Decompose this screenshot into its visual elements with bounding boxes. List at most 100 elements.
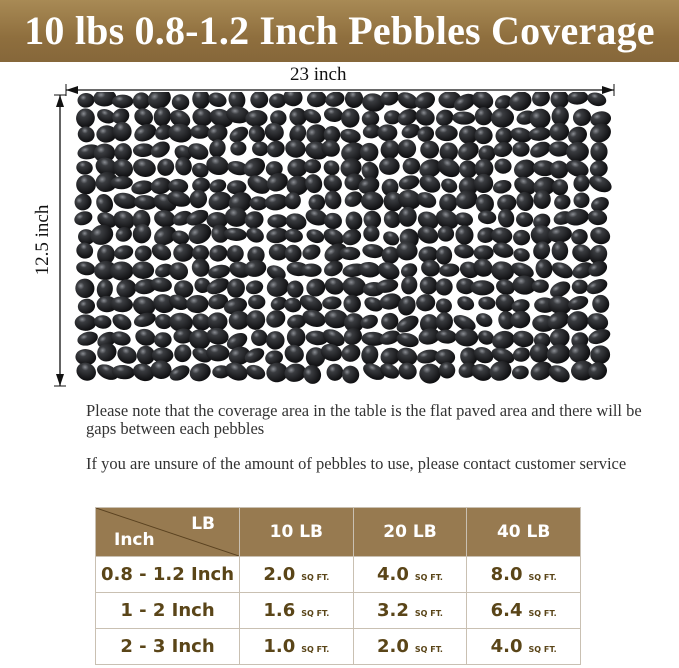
pebble <box>398 296 416 316</box>
pebble <box>565 208 589 226</box>
pebble <box>325 92 345 107</box>
pebble <box>402 157 421 175</box>
pebble <box>473 346 494 364</box>
pebble <box>168 294 189 311</box>
pebble <box>168 178 189 194</box>
pebble <box>441 178 458 193</box>
pebble <box>453 93 476 111</box>
pebble <box>167 191 191 207</box>
pebble <box>286 327 306 347</box>
pebble <box>361 161 379 181</box>
corner-lb: LB <box>191 514 215 534</box>
pebble <box>324 212 342 230</box>
pebble <box>473 258 493 277</box>
pebble <box>96 125 117 143</box>
pebble <box>397 139 417 159</box>
pebble <box>516 212 534 228</box>
pebble <box>97 364 119 380</box>
pebble <box>94 315 112 329</box>
value-cell: 8.0 SQ FT. <box>466 556 581 593</box>
pebble <box>476 313 493 328</box>
pebble <box>497 208 515 228</box>
pebble <box>303 364 322 384</box>
pebble <box>344 92 364 108</box>
pebble <box>264 193 288 211</box>
pebble <box>228 92 246 110</box>
pebble <box>134 245 152 262</box>
pebble <box>589 175 612 193</box>
pebble <box>174 344 192 363</box>
pebble <box>302 309 326 327</box>
pebble <box>435 349 456 366</box>
pebble <box>470 280 495 296</box>
pebble <box>417 226 439 244</box>
pebble <box>192 177 210 193</box>
page-title: 10 lbs 0.8-1.2 Inch Pebbles Coverage <box>24 8 655 53</box>
pebble <box>533 241 551 260</box>
pebble <box>134 123 157 142</box>
pebble <box>342 229 362 246</box>
pebble <box>168 123 193 143</box>
pebble <box>551 240 569 261</box>
pebble <box>96 279 113 299</box>
pebble <box>459 160 477 179</box>
pebble <box>285 213 307 230</box>
pebble <box>494 158 512 174</box>
pebble <box>548 365 570 383</box>
pebble <box>492 330 515 350</box>
pebble <box>302 244 321 260</box>
pebble <box>380 139 400 160</box>
pebble <box>171 94 190 111</box>
pebble <box>266 310 286 328</box>
pebble <box>477 330 494 345</box>
pebble <box>133 363 155 382</box>
pebble <box>154 226 177 246</box>
pebble <box>111 364 135 380</box>
pebble <box>155 124 173 140</box>
contact-note: If you are unsure of the amount of pebbl… <box>86 454 627 473</box>
pebble <box>229 126 249 143</box>
pebble <box>455 212 473 227</box>
pebble <box>471 364 492 381</box>
pebble <box>586 279 608 295</box>
pebble <box>383 231 400 246</box>
pebble <box>362 124 381 139</box>
pebble <box>110 296 133 313</box>
pebble <box>547 311 569 330</box>
pebble <box>380 363 400 379</box>
pebble <box>379 293 402 310</box>
pebble <box>76 362 96 381</box>
pebble <box>343 327 362 345</box>
pebble <box>133 312 156 327</box>
pebble <box>458 125 478 144</box>
pebble <box>77 126 95 143</box>
pebble <box>435 246 453 265</box>
pebble <box>512 275 537 295</box>
column-header: 10 LB <box>239 507 354 557</box>
pebble <box>324 243 347 263</box>
value-cell: 6.4 SQ FT. <box>466 592 581 629</box>
pebble <box>419 314 439 334</box>
coverage-table: LB Inch 10 LB 20 LB 40 LB 0.8 - 1.2 Inch… <box>95 507 581 665</box>
pebble <box>76 242 94 259</box>
pebble <box>567 311 589 331</box>
pebble <box>284 363 306 382</box>
pebble <box>304 159 322 174</box>
pebble <box>377 262 400 280</box>
pebble <box>206 327 229 345</box>
pebble <box>77 298 96 314</box>
pebble <box>379 157 400 175</box>
pebble <box>192 313 211 331</box>
pebble <box>415 108 435 126</box>
pebble <box>284 192 301 210</box>
pebble <box>93 92 117 107</box>
pebble <box>223 227 247 241</box>
pebble <box>342 276 366 297</box>
pebble <box>97 109 116 124</box>
pebble <box>550 281 571 298</box>
pebble <box>397 92 419 109</box>
pebble <box>226 106 250 124</box>
pebble <box>269 93 287 108</box>
pebble <box>343 294 361 313</box>
pebble <box>417 126 435 142</box>
